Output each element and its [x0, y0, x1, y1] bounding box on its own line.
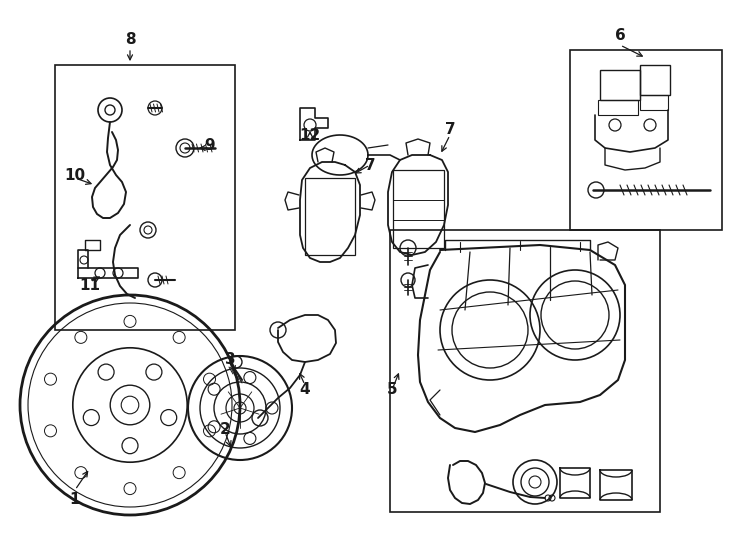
Text: 8: 8: [125, 32, 135, 48]
Text: 6: 6: [614, 28, 625, 43]
Text: 2: 2: [219, 422, 230, 437]
Text: 3: 3: [225, 353, 236, 368]
Text: 12: 12: [299, 127, 321, 143]
Text: 7: 7: [365, 158, 375, 172]
Bar: [393, 170, 444, 248]
Text: 4: 4: [299, 382, 310, 397]
Text: 11: 11: [79, 278, 101, 293]
Bar: [390, 230, 660, 512]
Bar: [55, 65, 235, 330]
Text: 5: 5: [387, 382, 397, 397]
Text: 9: 9: [205, 138, 215, 152]
Bar: [598, 100, 638, 115]
Bar: [305, 178, 355, 255]
Text: 1: 1: [70, 492, 80, 508]
Bar: [600, 70, 640, 100]
Bar: [640, 65, 670, 95]
Text: 10: 10: [65, 167, 86, 183]
Bar: [640, 95, 668, 110]
Text: 7: 7: [445, 123, 455, 138]
Bar: [570, 50, 722, 230]
